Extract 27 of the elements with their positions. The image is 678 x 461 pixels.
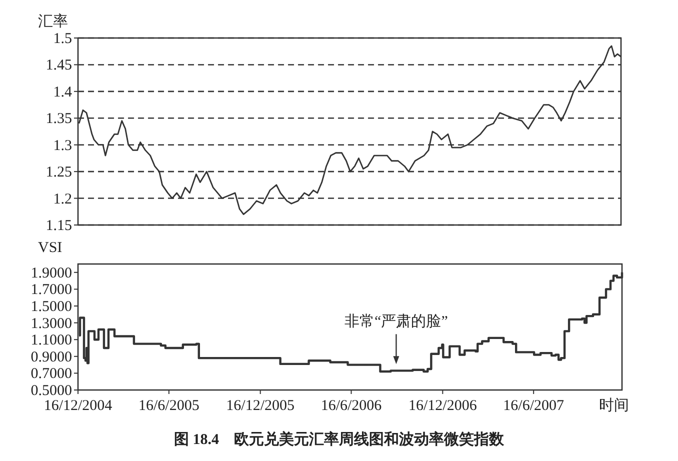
y-tick-label: 0.7000 [30,366,72,382]
y-tick-label: 1.9000 [30,265,72,282]
y-axis-title: 汇率 [38,13,68,30]
y-tick-label: 1.2 [53,191,72,208]
y-tick-label: 1.15 [46,218,72,234]
x-tick-label: 16/12/2006 [408,398,478,414]
y-tick-label: 1.4 [53,84,72,100]
y-tick-label: 1.25 [46,164,72,181]
caption: 图 18.4 欧元兑美元汇率周线图和波动率微笑指数 [174,430,505,448]
y-tick-label: 1.3 [53,138,72,154]
y-tick-label: 1.7000 [30,282,72,298]
y-tick-label: 0.9000 [30,349,72,366]
y-tick-label: 1.5000 [30,299,72,315]
x-tick-label: 16/12/2004 [44,398,113,414]
x-tick-label: 16/12/2005 [226,398,295,414]
annotation: 非常“严肃的脸” [344,313,448,330]
x-axis-title: 时间 [599,397,629,414]
y-tick-label: 1.35 [46,111,72,128]
y-tick-label: 1.45 [46,58,72,74]
y-tick-label: 1.5 [53,31,72,47]
x-tick-label: 16/6/2007 [503,398,564,414]
y-tick-label: 0.5000 [30,383,72,399]
x-tick-label: 16/6/2005 [138,398,200,414]
y-tick-label: 1.3000 [30,316,72,332]
y-axis-title: VSI [38,240,62,256]
x-tick-label: 16/6/2006 [320,398,382,414]
y-tick-label: 1.1000 [30,332,72,349]
